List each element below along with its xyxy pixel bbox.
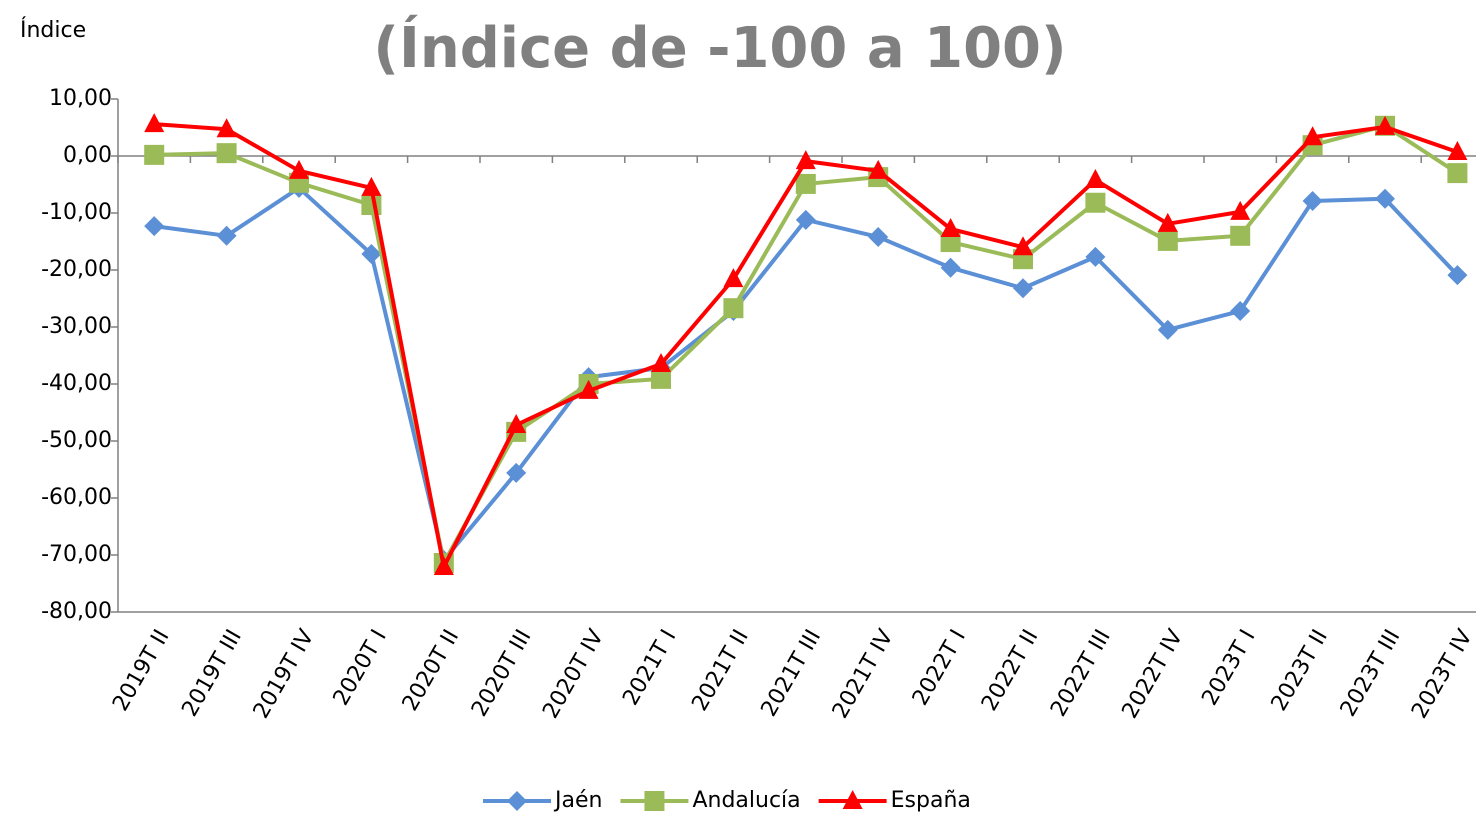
- point: [433, 555, 454, 575]
- point: [506, 414, 527, 434]
- y-tick-label: -50,00: [41, 428, 112, 453]
- legend-label: España: [891, 788, 971, 813]
- point: [144, 216, 165, 237]
- legend-item: Andalucía: [620, 788, 801, 813]
- point: [651, 353, 671, 373]
- x-tick-label: 2023T I: [1197, 626, 1260, 710]
- point: [1447, 163, 1468, 184]
- legend-marker: [507, 791, 527, 811]
- point: [795, 173, 816, 194]
- x-tick-label: 2020T I: [329, 626, 392, 710]
- legend-label: Andalucía: [692, 788, 800, 813]
- point: [940, 257, 961, 278]
- x-tick-label: 2021T III: [757, 626, 827, 722]
- point: [1447, 141, 1468, 161]
- point: [361, 244, 382, 265]
- point: [1375, 188, 1395, 209]
- x-tick-label: 2019T III: [177, 626, 247, 722]
- point: [506, 462, 527, 483]
- point: [361, 176, 382, 196]
- x-tick-label: 2022T I: [908, 626, 971, 710]
- legend-marker: [644, 791, 665, 811]
- legend-item: España: [818, 788, 971, 813]
- point: [940, 232, 961, 253]
- point: [1375, 115, 1395, 135]
- y-axis-label: Índice: [20, 17, 86, 43]
- point: [1157, 319, 1178, 340]
- point: [1230, 200, 1251, 220]
- point: [216, 225, 237, 246]
- x-tick-label: 2023T IV: [1407, 626, 1476, 723]
- x-tick-label: 2020T II: [398, 626, 464, 716]
- chart-title: (Índice de -100 a 100): [373, 15, 1066, 81]
- point: [216, 143, 237, 164]
- x-tick-label: 2022T III: [1046, 626, 1116, 722]
- x-tick-label: 2022T IV: [1118, 626, 1189, 723]
- point: [1447, 265, 1468, 286]
- y-tick-label: 10,00: [49, 86, 112, 111]
- point: [1013, 236, 1033, 256]
- legend-item: Jaén: [483, 788, 602, 813]
- point: [651, 368, 671, 389]
- y-tick-label: -10,00: [41, 200, 112, 225]
- x-tick-label: 2022T II: [977, 626, 1043, 716]
- point: [1157, 212, 1178, 232]
- x-tick-label: 2020T IV: [538, 626, 609, 723]
- point: [1013, 278, 1033, 299]
- y-tick-label: -30,00: [41, 314, 112, 339]
- point: [1230, 301, 1251, 322]
- point: [723, 298, 744, 319]
- legend-marker: [842, 790, 863, 809]
- series-line: [153, 185, 1459, 563]
- y-tick-label: -80,00: [41, 599, 112, 624]
- point: [1302, 126, 1323, 146]
- point: [1085, 246, 1106, 267]
- x-tick-label: 2019T II: [108, 626, 174, 716]
- y-tick-label: -40,00: [41, 371, 112, 396]
- point: [1085, 192, 1106, 213]
- x-tick-label: 2021T IV: [828, 626, 899, 723]
- x-tick-label: 2023T II: [1267, 626, 1333, 716]
- x-tick-label: 2021T II: [687, 626, 753, 716]
- point: [144, 113, 165, 133]
- point: [795, 150, 816, 170]
- point: [723, 268, 744, 288]
- point: [1230, 225, 1251, 246]
- x-tick-label: 2021T I: [618, 626, 681, 710]
- point: [795, 209, 816, 230]
- point: [868, 159, 889, 179]
- y-tick-label: -20,00: [41, 257, 112, 282]
- point: [216, 118, 237, 138]
- point: [1085, 168, 1106, 188]
- point: [1302, 191, 1323, 212]
- x-tick-label: 2019T IV: [249, 626, 320, 723]
- legend-label: Jaén: [553, 788, 602, 813]
- point: [289, 159, 309, 179]
- point: [868, 226, 889, 247]
- point: [578, 379, 599, 399]
- x-tick-label: 2020T III: [467, 626, 537, 722]
- point: [144, 144, 165, 165]
- point: [940, 217, 961, 237]
- y-tick-label: -70,00: [41, 542, 112, 567]
- x-tick-label: 2023T III: [1336, 626, 1406, 722]
- y-tick-label: -60,00: [41, 485, 112, 510]
- point: [1157, 230, 1178, 251]
- y-tick-label: 0,00: [63, 143, 112, 168]
